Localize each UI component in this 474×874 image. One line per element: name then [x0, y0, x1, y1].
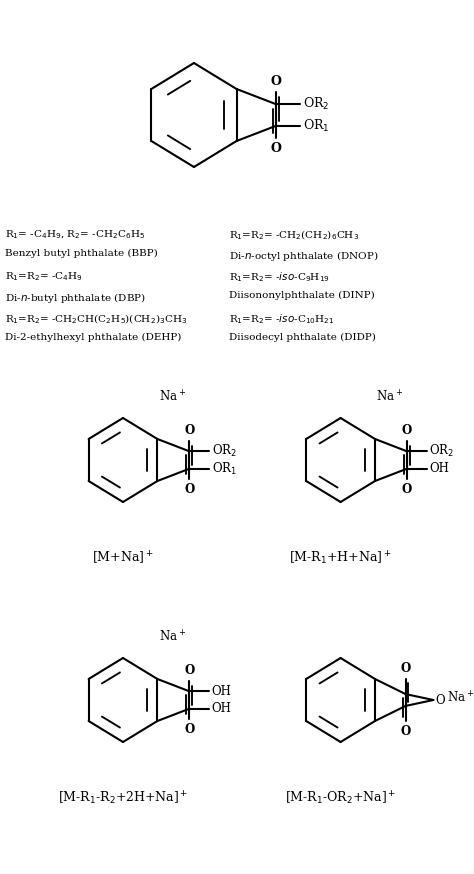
Text: OH: OH	[429, 462, 449, 475]
Text: [M-R$_1$-OR$_2$+Na]$^+$: [M-R$_1$-OR$_2$+Na]$^+$	[285, 790, 396, 808]
Text: O: O	[184, 482, 194, 496]
Text: Diisononylphthalate (DINP): Diisononylphthalate (DINP)	[229, 291, 375, 300]
Text: Na$^+$: Na$^+$	[159, 389, 186, 405]
Text: Diisodecyl phthalate (DIDP): Diisodecyl phthalate (DIDP)	[229, 333, 376, 342]
Text: OR$_2$: OR$_2$	[303, 96, 330, 112]
Text: O: O	[401, 482, 412, 496]
Text: R$_1$=R$_2$= -$\it{iso}$-C$_9$H$_{19}$: R$_1$=R$_2$= -$\it{iso}$-C$_9$H$_{19}$	[229, 270, 330, 284]
Text: OH: OH	[212, 703, 232, 715]
Text: [M-R$_1$-R$_2$+2H+Na]$^+$: [M-R$_1$-R$_2$+2H+Na]$^+$	[58, 790, 188, 808]
Text: OH: OH	[212, 684, 232, 697]
Text: O: O	[184, 723, 194, 736]
Text: O: O	[401, 662, 411, 675]
Text: Di-$n$-octyl phthalate (DNOP): Di-$n$-octyl phthalate (DNOP)	[229, 249, 379, 263]
Text: [M+Na]$^+$: [M+Na]$^+$	[92, 550, 154, 567]
Text: O: O	[435, 693, 445, 706]
Text: Na$^+$: Na$^+$	[447, 690, 474, 705]
Text: O: O	[184, 425, 194, 438]
Text: OR$_1$: OR$_1$	[303, 118, 330, 134]
Text: Na$^+$: Na$^+$	[376, 389, 403, 405]
Text: Di-2-ethylhexyl phthalate (DEHP): Di-2-ethylhexyl phthalate (DEHP)	[5, 333, 181, 342]
Text: OR$_2$: OR$_2$	[212, 443, 237, 459]
Text: Na$^+$: Na$^+$	[159, 629, 186, 645]
Text: O: O	[184, 664, 194, 677]
Text: OR$_2$: OR$_2$	[429, 443, 455, 459]
Text: R$_1$= -C$_4$H$_9$, R$_2$= -CH$_2$C$_6$H$_5$: R$_1$= -C$_4$H$_9$, R$_2$= -CH$_2$C$_6$H…	[5, 228, 145, 240]
Text: Benzyl butyl phthalate (BBP): Benzyl butyl phthalate (BBP)	[5, 249, 157, 258]
Text: Di-$n$-butyl phthalate (DBP): Di-$n$-butyl phthalate (DBP)	[5, 291, 146, 305]
Text: R$_1$=R$_2$= -CH$_2$(CH$_2$)$_6$CH$_3$: R$_1$=R$_2$= -CH$_2$(CH$_2$)$_6$CH$_3$	[229, 228, 359, 241]
Text: O: O	[401, 425, 412, 438]
Text: R$_1$=R$_2$= -CH$_2$CH(C$_2$H$_5$)(CH$_2$)$_3$CH$_3$: R$_1$=R$_2$= -CH$_2$CH(C$_2$H$_5$)(CH$_2…	[5, 312, 187, 326]
Text: O: O	[270, 75, 281, 88]
Text: [M-R$_1$+H+Na]$^+$: [M-R$_1$+H+Na]$^+$	[289, 550, 392, 567]
Text: O: O	[401, 725, 411, 739]
Text: R$_1$=R$_2$= -$\it{iso}$-C$_{10}$H$_{21}$: R$_1$=R$_2$= -$\it{iso}$-C$_{10}$H$_{21}…	[229, 312, 334, 326]
Text: R$_1$=R$_2$= -C$_4$H$_9$: R$_1$=R$_2$= -C$_4$H$_9$	[5, 270, 83, 283]
Text: O: O	[270, 142, 281, 155]
Text: OR$_1$: OR$_1$	[212, 461, 237, 477]
